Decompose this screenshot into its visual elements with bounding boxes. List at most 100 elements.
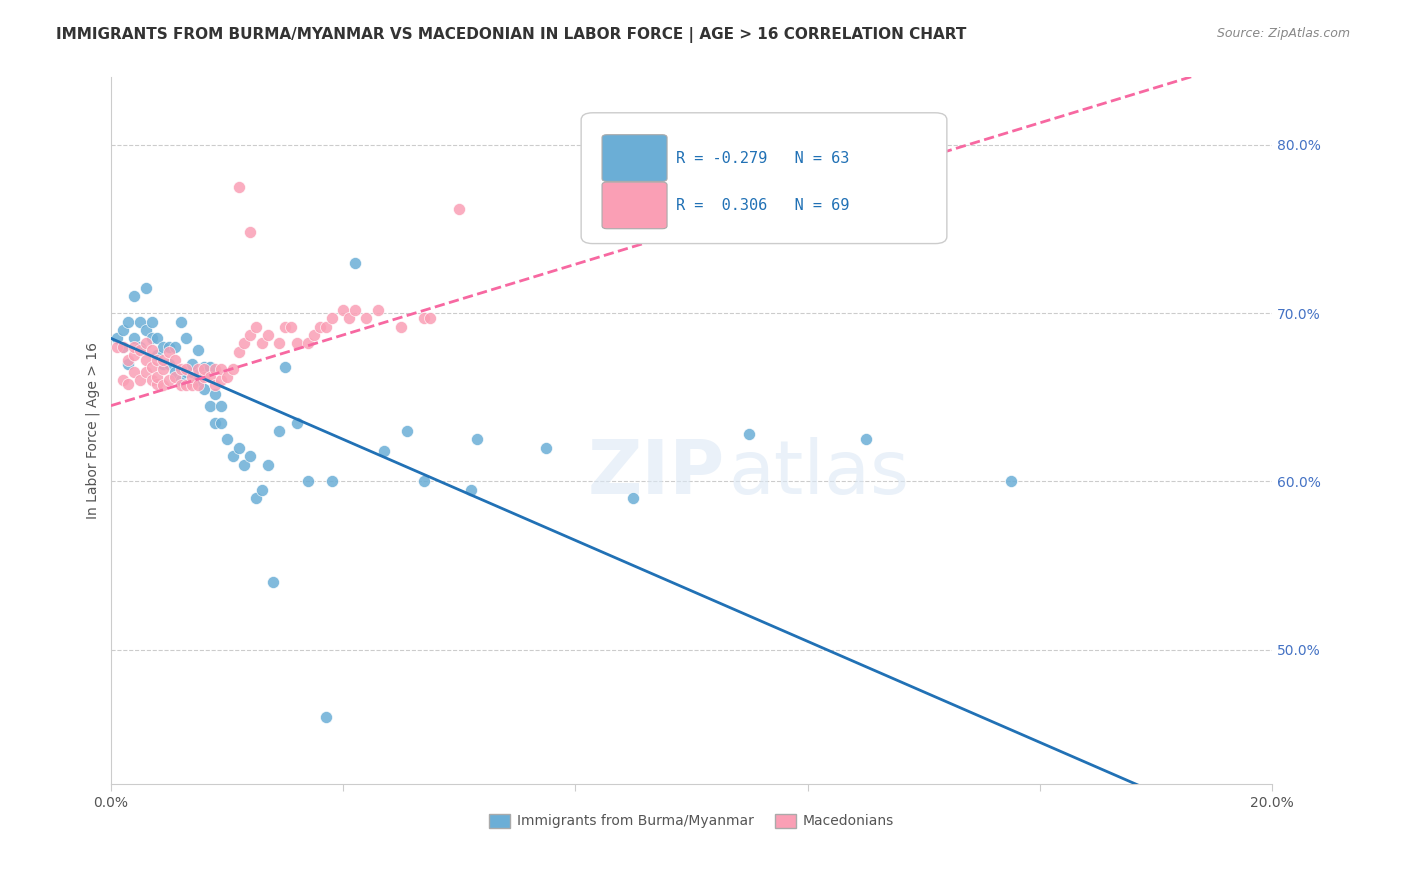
Legend: Immigrants from Burma/Myanmar, Macedonians: Immigrants from Burma/Myanmar, Macedonia…	[484, 808, 900, 834]
Point	[250, 483, 273, 497]
Point	[152, 353, 174, 368]
Point	[460, 483, 482, 497]
Point	[274, 359, 297, 374]
Point	[129, 340, 152, 354]
Text: R = -0.279   N = 63: R = -0.279 N = 63	[676, 151, 849, 166]
Point	[169, 378, 191, 392]
Point	[209, 416, 232, 430]
Point	[256, 328, 278, 343]
Point	[181, 357, 204, 371]
Point	[239, 225, 262, 239]
Text: atlas: atlas	[728, 437, 910, 510]
Point	[117, 357, 139, 371]
Point	[169, 361, 191, 376]
Point	[315, 710, 337, 724]
Point	[256, 458, 278, 472]
Point	[146, 353, 169, 368]
Point	[233, 336, 256, 351]
Point	[157, 344, 180, 359]
Point	[274, 319, 297, 334]
Text: ZIP: ZIP	[588, 437, 725, 510]
Point	[181, 378, 204, 392]
Point	[146, 370, 169, 384]
Point	[129, 373, 152, 387]
Point	[245, 319, 267, 334]
Point	[465, 433, 488, 447]
Point	[105, 331, 128, 345]
Point	[389, 319, 412, 334]
Point	[280, 319, 302, 334]
Point	[297, 336, 319, 351]
Point	[337, 311, 360, 326]
Point	[193, 370, 215, 384]
Point	[855, 433, 877, 447]
Point	[181, 365, 204, 379]
Point	[135, 336, 157, 351]
Point	[187, 378, 209, 392]
Point	[117, 314, 139, 328]
Point	[419, 311, 441, 326]
Point	[193, 382, 215, 396]
Point	[152, 340, 174, 354]
Point	[176, 365, 198, 379]
Point	[152, 361, 174, 376]
Point	[250, 336, 273, 351]
Point	[135, 365, 157, 379]
Point	[135, 323, 157, 337]
FancyBboxPatch shape	[602, 182, 666, 228]
Point	[146, 348, 169, 362]
Point	[302, 328, 325, 343]
Point	[449, 202, 471, 216]
Point	[141, 314, 163, 328]
Point	[198, 359, 221, 374]
Point	[343, 302, 366, 317]
Point	[536, 441, 558, 455]
Point	[163, 353, 186, 368]
Point	[141, 343, 163, 358]
Point	[309, 319, 332, 334]
Point	[129, 314, 152, 328]
Point	[111, 323, 134, 337]
Point	[1000, 475, 1022, 489]
Point	[395, 424, 418, 438]
Point	[367, 302, 389, 317]
Point	[228, 179, 250, 194]
Point	[285, 336, 308, 351]
FancyBboxPatch shape	[602, 135, 666, 181]
Point	[146, 331, 169, 345]
Point	[215, 433, 238, 447]
Point	[129, 343, 152, 358]
Point	[285, 416, 308, 430]
Point	[209, 361, 232, 376]
Point	[169, 373, 191, 387]
Point	[193, 359, 215, 374]
Point	[269, 336, 291, 351]
Point	[356, 311, 378, 326]
Text: Source: ZipAtlas.com: Source: ZipAtlas.com	[1216, 27, 1350, 40]
Point	[135, 281, 157, 295]
Point	[176, 378, 198, 392]
Point	[163, 340, 186, 354]
Point	[198, 370, 221, 384]
Point	[157, 373, 180, 387]
Point	[152, 378, 174, 392]
Point	[111, 340, 134, 354]
Point	[122, 331, 145, 345]
Point	[738, 427, 761, 442]
Point	[332, 302, 354, 317]
Point	[122, 365, 145, 379]
Point	[269, 424, 291, 438]
Point	[122, 348, 145, 362]
Point	[198, 399, 221, 413]
Point	[413, 311, 436, 326]
Point	[193, 361, 215, 376]
Point	[122, 340, 145, 354]
Point	[157, 340, 180, 354]
Point	[141, 359, 163, 374]
Point	[141, 331, 163, 345]
Point	[181, 370, 204, 384]
Point	[117, 353, 139, 368]
Point	[343, 255, 366, 269]
Point	[204, 378, 226, 392]
Point	[122, 289, 145, 303]
